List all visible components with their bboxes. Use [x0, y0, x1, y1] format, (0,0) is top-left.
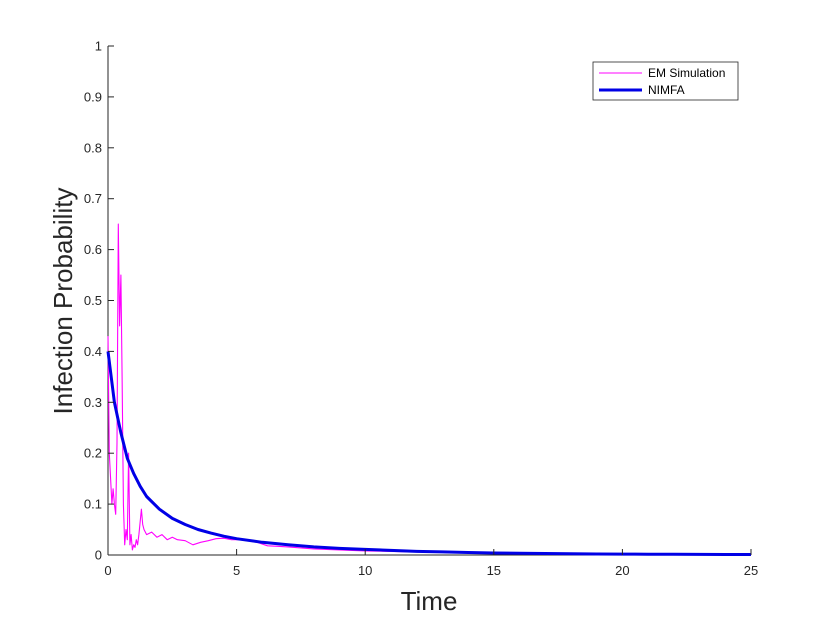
legend-box — [592, 61, 739, 101]
y-tick-label: 0.1 — [84, 497, 102, 512]
y-axis-title: Infection Probability — [48, 188, 78, 415]
y-tick-label: 0.7 — [84, 191, 102, 206]
y-tick-label: 0.2 — [84, 446, 102, 461]
legend-label-nimfa: NIMFA — [648, 83, 685, 97]
y-tick-label: 1 — [95, 39, 102, 54]
x-tick-label: 15 — [487, 563, 501, 578]
plot-axes — [107, 46, 751, 556]
x-tick-label: 5 — [233, 563, 240, 578]
y-tick-label: 0 — [95, 548, 102, 563]
x-axis-title: Time — [401, 586, 458, 616]
series-line-nimfa — [106, 351, 751, 556]
y-tick-label: 0.4 — [84, 344, 102, 359]
x-tick-label: 25 — [744, 563, 758, 578]
series-layer — [106, 223, 751, 556]
series-line-em-simulation — [107, 223, 751, 556]
x-tick-label: 20 — [615, 563, 629, 578]
legend-label-em-simulation: EM Simulation — [648, 66, 725, 80]
y-tick-label: 0.8 — [84, 140, 102, 155]
y-tick-label: 0.9 — [84, 89, 102, 104]
legend: EM Simulation NIMFA — [592, 61, 739, 101]
x-tick-label: 0 — [104, 563, 111, 578]
y-tick-label: 0.6 — [84, 242, 102, 257]
y-tick-label: 0.3 — [84, 395, 102, 410]
x-tick-label: 10 — [358, 563, 372, 578]
tick-layer: 0 5 10 15 20 25 0 0.1 0.2 0.3 0.4 0.5 0.6 0.7 0.8 0.9 1 — [84, 39, 758, 579]
y-tick-label: 0.5 — [84, 293, 102, 308]
